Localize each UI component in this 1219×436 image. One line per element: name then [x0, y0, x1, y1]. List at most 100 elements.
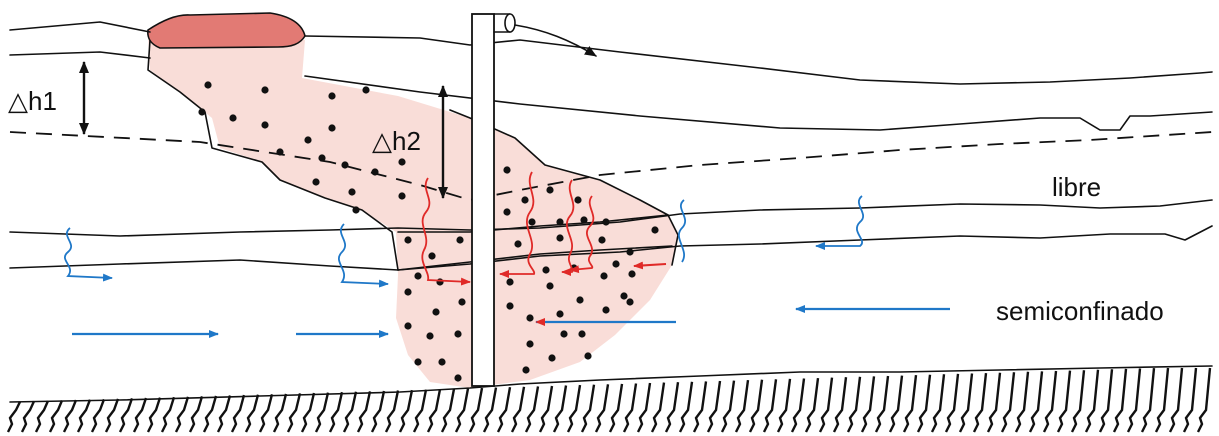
contaminant-particle: [204, 81, 212, 89]
hatch-line: [986, 372, 1002, 433]
contamination-source: [147, 12, 306, 49]
hatch-line: [398, 389, 414, 433]
well-discharge-pipe: [493, 13, 511, 33]
hatch-line: [1070, 370, 1086, 433]
contaminant-particle: [328, 124, 336, 132]
contaminant-particle: [598, 236, 606, 244]
contaminant-particle: [620, 292, 628, 300]
leakage-arrow-icon: [64, 227, 113, 282]
bedrock-surface: [9, 365, 1213, 403]
contaminant-particle: [526, 314, 534, 322]
contaminant-particle: [528, 218, 536, 226]
hatch-line: [510, 386, 526, 433]
contaminant-particle: [651, 226, 659, 234]
semiconfined-aquifer-label: semiconfinado: [996, 296, 1164, 326]
contaminant-particle: [602, 306, 610, 314]
hatch-line: [1000, 372, 1016, 433]
hatch-line: [1182, 367, 1198, 433]
ground-surface-lower: [9, 51, 1213, 131]
contaminant-particle: [458, 298, 466, 306]
contaminant-particle: [556, 218, 564, 226]
hatch-line: [762, 379, 778, 433]
hatch-line: [62, 399, 78, 433]
contamination-plume: [148, 38, 678, 388]
hatch-line: [34, 400, 50, 433]
leakage-arrow-icon: [421, 177, 471, 286]
contaminant-particle: [398, 158, 406, 166]
hatch-line: [860, 376, 876, 433]
well-outlet: [504, 13, 516, 33]
hatch-line: [482, 387, 498, 433]
hatch-line: [1196, 367, 1212, 433]
contaminant-particle: [574, 196, 582, 204]
contaminant-particle: [198, 108, 206, 116]
bedrock-hatching: [6, 367, 1212, 433]
hatch-line: [566, 384, 582, 433]
contaminant-particle: [261, 121, 269, 129]
contaminant-particle: [438, 358, 446, 366]
hatch-line: [1028, 371, 1044, 433]
contaminant-particle: [304, 136, 312, 144]
hatch-line: [678, 381, 694, 433]
contaminant-particle: [362, 86, 370, 94]
contaminant-particle: [503, 208, 511, 216]
hatch-line: [846, 376, 862, 433]
hatch-line: [608, 383, 624, 433]
hatch-line: [1112, 368, 1128, 433]
hatch-line: [90, 398, 106, 433]
plume-inner-boundary: [397, 214, 673, 271]
hatch-line: [790, 378, 806, 433]
hatch-line: [1056, 370, 1072, 433]
hatch-line: [916, 374, 932, 433]
hatch-line: [552, 385, 568, 433]
hatch-line: [776, 378, 792, 433]
free-aquifer-label: libre: [1052, 172, 1101, 202]
hatch-line: [622, 383, 638, 433]
contaminant-particle: [522, 366, 530, 374]
hatch-line: [48, 400, 64, 433]
hatch-line: [20, 400, 36, 433]
hatch-line: [356, 391, 372, 433]
dh1-label: △h1: [8, 86, 57, 116]
hatch-line: [104, 398, 120, 433]
contaminant-particle: [542, 266, 550, 274]
contaminant-particle: [328, 92, 336, 100]
hatch-line: [454, 388, 470, 433]
hatch-line: [1140, 367, 1156, 433]
contaminant-particle: [276, 148, 284, 156]
aquitard-bottom: [9, 225, 1213, 271]
contaminant-particle: [514, 240, 522, 248]
hatch-line: [412, 389, 428, 433]
hatch-line: [818, 377, 834, 433]
contaminant-particle: [454, 374, 462, 382]
contaminant-particle: [556, 234, 564, 242]
leakage-arrow-icon: [569, 195, 595, 274]
hatch-line: [314, 392, 330, 433]
hatch-line: [692, 381, 708, 433]
contaminant-particles: [198, 81, 659, 382]
hatch-line: [804, 377, 820, 433]
leakage-arrow-icon: [338, 223, 389, 288]
contaminant-particle: [556, 310, 564, 318]
contaminant-particle: [398, 192, 406, 200]
hatch-line: [1154, 367, 1170, 433]
hatch-line: [888, 375, 904, 433]
contaminant-particle: [521, 196, 529, 204]
contaminant-particle: [414, 272, 422, 280]
hatch-line: [1042, 370, 1058, 433]
hatch-line: [272, 393, 288, 433]
hatch-line: [146, 397, 162, 433]
aquitard-top: [9, 199, 1213, 237]
contaminant-particle: [506, 302, 514, 310]
hatch-line: [636, 382, 652, 433]
hatch-line: [524, 386, 540, 433]
hatch-line: [244, 394, 260, 433]
hatch-line: [1098, 369, 1114, 433]
contaminant-particle: [626, 298, 634, 306]
well-casing: [471, 13, 495, 387]
hatch-line: [650, 382, 666, 433]
hatch-line: [370, 390, 386, 433]
contaminant-particle: [600, 272, 608, 280]
hatch-line: [734, 379, 750, 433]
